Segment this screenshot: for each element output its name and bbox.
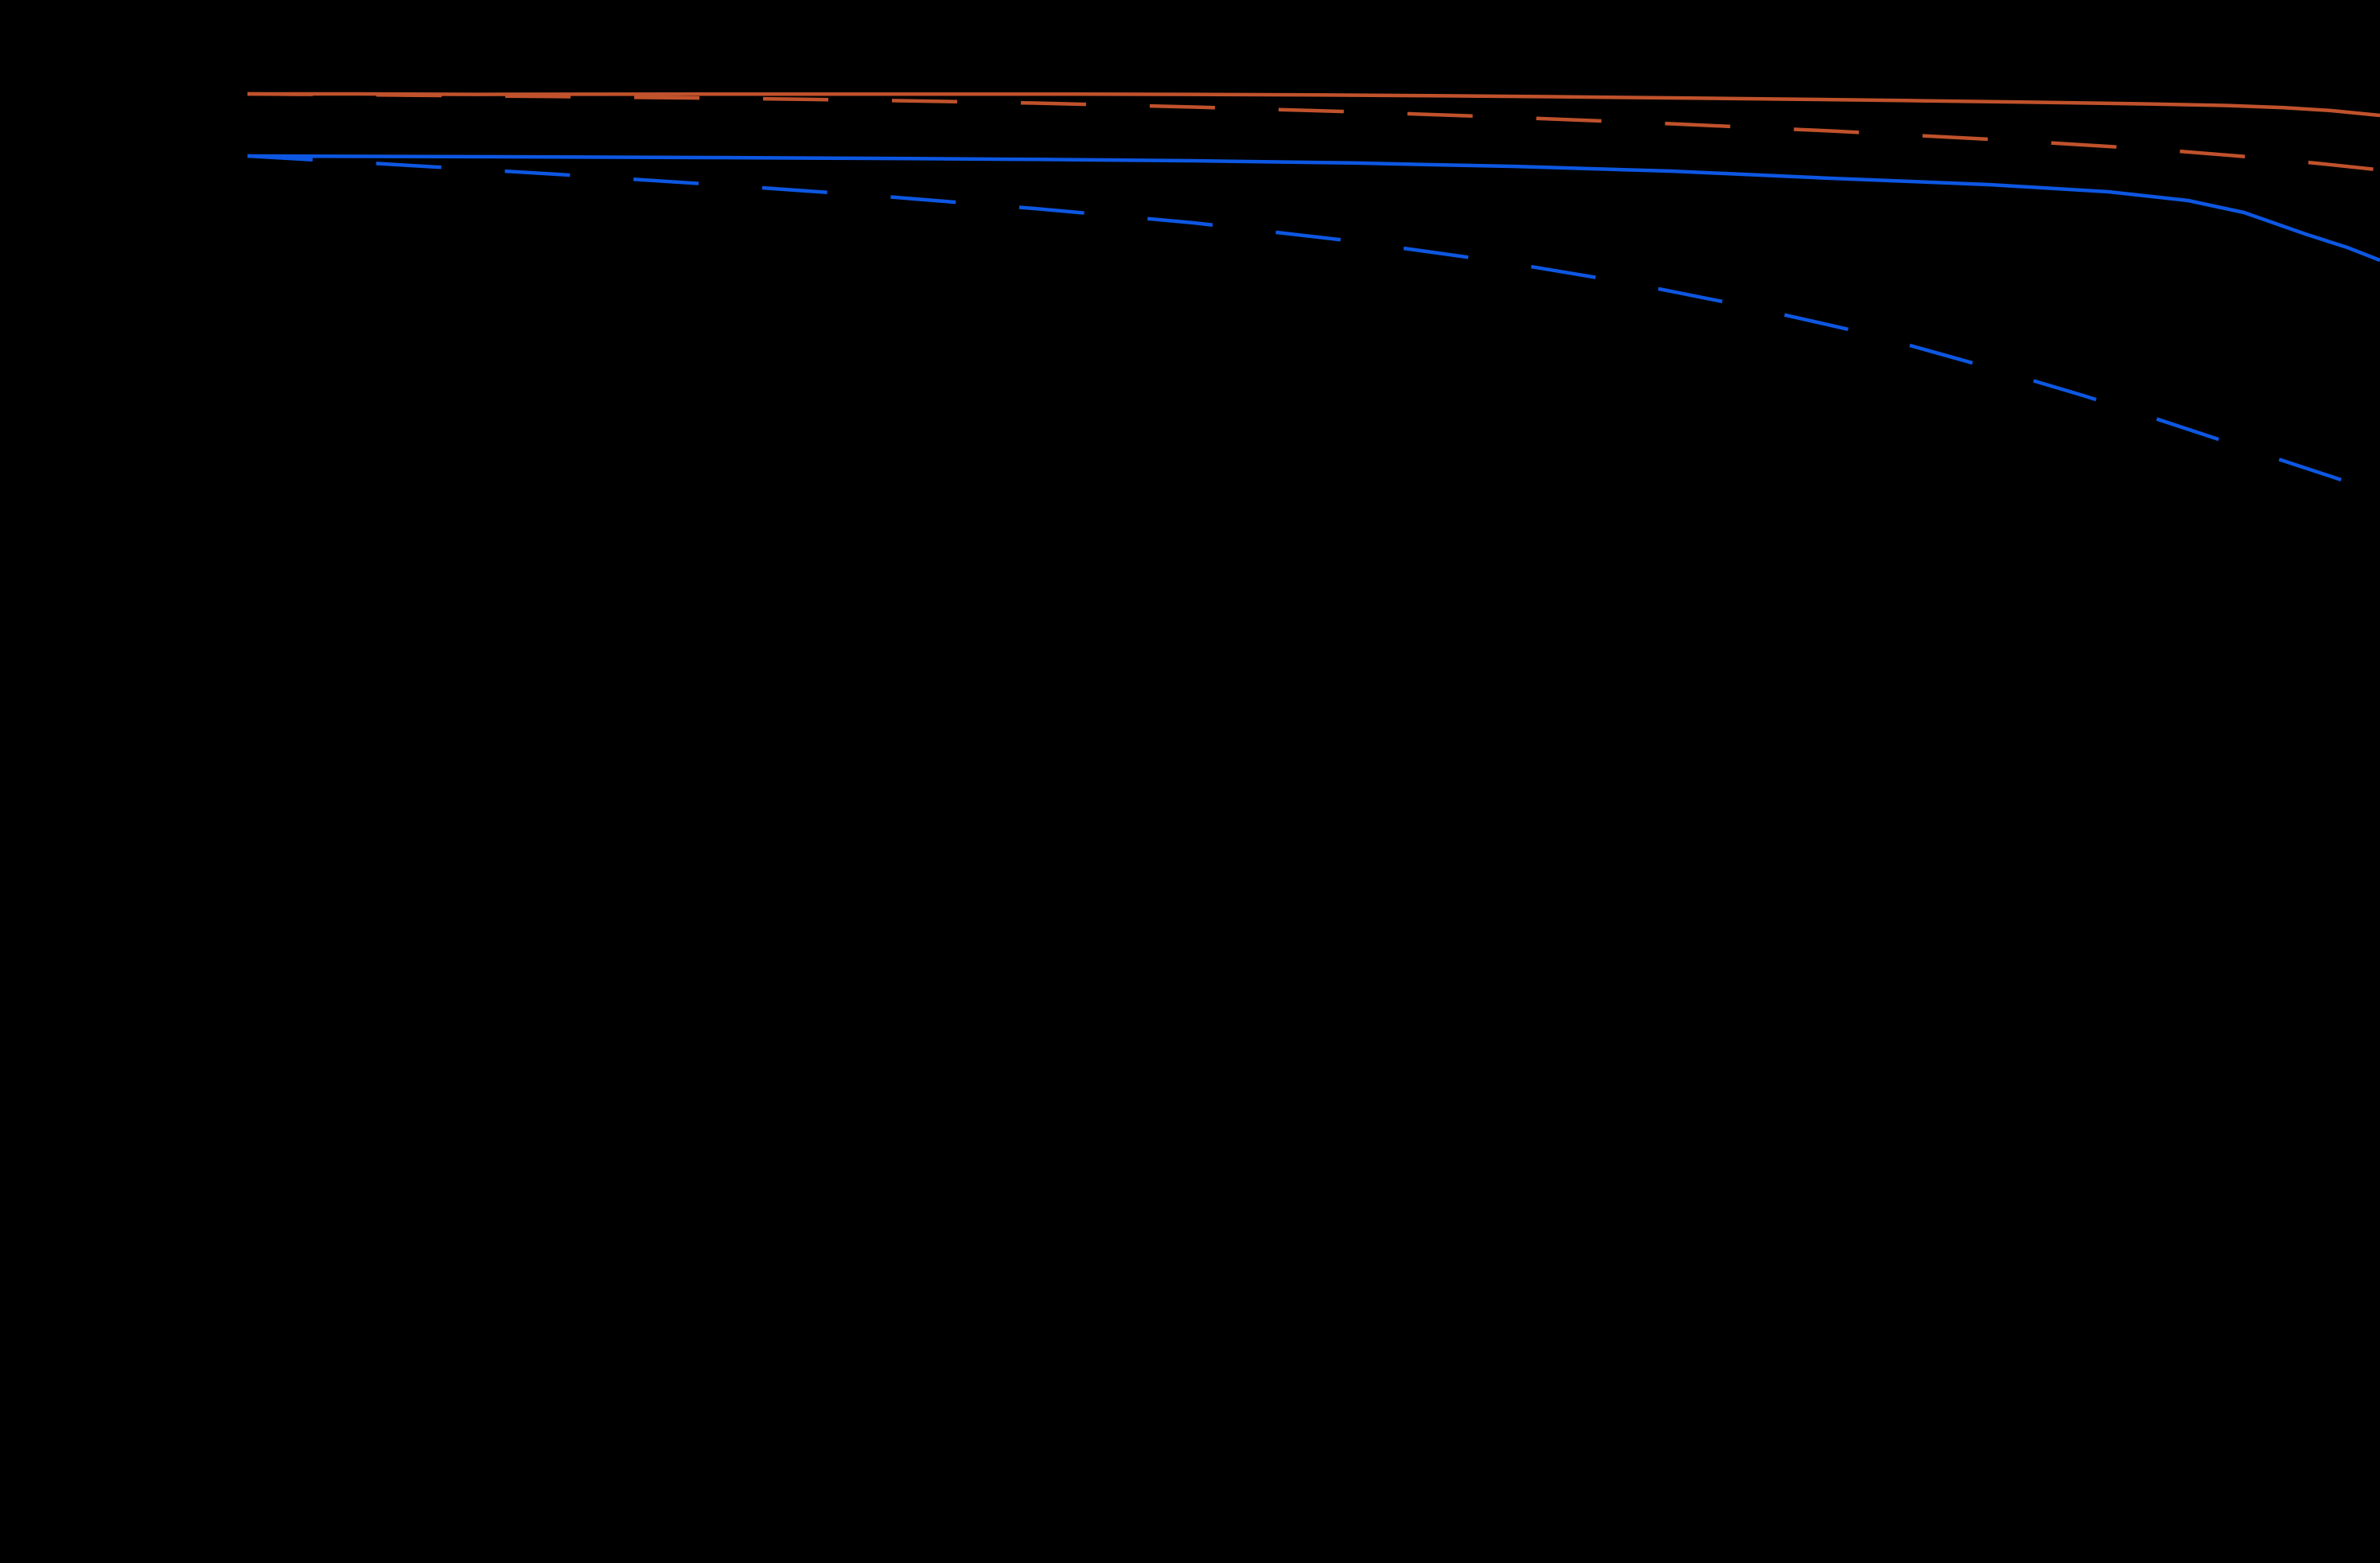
series-orange-solid-line [247, 92, 2380, 118]
series-orange-dashed-line [247, 92, 2380, 172]
series-blue-dashed-line [247, 154, 2380, 495]
series-blue-solid-line [247, 154, 2380, 263]
